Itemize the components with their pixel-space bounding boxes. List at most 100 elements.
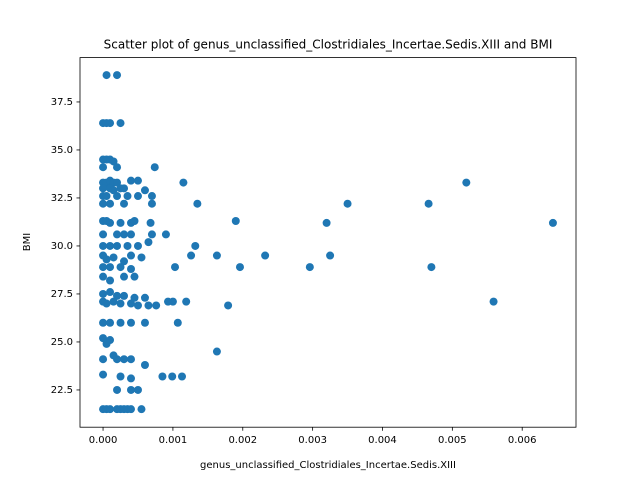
point <box>102 255 111 264</box>
point <box>182 297 191 306</box>
point <box>137 253 146 262</box>
point <box>99 272 108 281</box>
point <box>126 251 135 260</box>
point <box>106 218 115 227</box>
point <box>126 405 135 414</box>
point <box>99 163 108 172</box>
point <box>158 372 167 381</box>
point <box>343 199 352 208</box>
y-tick-label: 35.0 <box>51 145 73 156</box>
point <box>147 230 156 239</box>
point <box>424 199 433 208</box>
point <box>123 241 132 250</box>
point <box>116 119 125 128</box>
point <box>102 299 111 308</box>
point <box>140 318 149 327</box>
point <box>150 163 159 172</box>
point <box>187 251 196 260</box>
point <box>322 218 331 227</box>
point <box>99 241 108 250</box>
point <box>427 263 436 272</box>
point <box>305 263 314 272</box>
point <box>99 199 108 208</box>
point <box>109 351 118 360</box>
point <box>99 370 108 379</box>
point <box>146 218 155 227</box>
point <box>116 372 125 381</box>
point <box>326 251 335 260</box>
point <box>173 318 182 327</box>
point <box>116 218 125 227</box>
point <box>120 199 129 208</box>
point <box>99 263 108 272</box>
point <box>102 192 111 201</box>
point <box>99 289 108 298</box>
point <box>133 385 142 394</box>
point <box>140 360 149 369</box>
point <box>116 263 125 272</box>
point <box>106 405 115 414</box>
point <box>126 385 135 394</box>
point <box>99 318 108 327</box>
point <box>106 119 115 128</box>
x-axis-label: genus_unclassified_Clostridiales_Incerta… <box>200 460 456 471</box>
point <box>102 71 111 80</box>
point <box>140 293 149 302</box>
point <box>152 301 161 310</box>
point <box>235 263 244 272</box>
point <box>120 291 129 300</box>
point <box>113 71 122 80</box>
point <box>193 199 202 208</box>
point <box>212 251 221 260</box>
point <box>106 318 115 327</box>
point <box>168 297 177 306</box>
point <box>133 192 142 201</box>
point <box>99 355 108 364</box>
point <box>126 355 135 364</box>
point <box>168 372 177 381</box>
point <box>106 288 115 297</box>
point <box>113 291 122 300</box>
point <box>106 241 115 250</box>
point <box>147 199 156 208</box>
point <box>120 257 129 266</box>
point <box>489 297 498 306</box>
point <box>144 301 153 310</box>
point <box>99 184 108 193</box>
point <box>109 253 118 262</box>
point <box>224 301 233 310</box>
point <box>113 230 122 239</box>
point <box>147 192 156 201</box>
point <box>126 264 135 273</box>
point <box>171 263 180 272</box>
y-tick-label: 25.0 <box>51 337 73 348</box>
point <box>106 263 115 272</box>
y-axis-label: BMI <box>22 233 33 251</box>
point <box>106 336 115 345</box>
y-tick-label: 27.5 <box>51 289 73 300</box>
point <box>130 216 139 225</box>
x-tick-label: 0.000 <box>89 435 118 446</box>
point <box>133 301 142 310</box>
x-tick-label: 0.004 <box>368 435 397 446</box>
point <box>99 334 108 343</box>
point <box>462 178 471 187</box>
point <box>126 318 135 327</box>
point <box>144 238 153 247</box>
y-tick-label: 32.5 <box>51 193 73 204</box>
point <box>113 241 122 250</box>
point <box>123 192 132 201</box>
point <box>212 347 221 356</box>
point <box>133 241 142 250</box>
point <box>113 192 122 201</box>
point <box>120 230 129 239</box>
x-tick-label: 0.003 <box>298 435 327 446</box>
point <box>137 405 146 414</box>
x-tick-label: 0.002 <box>228 435 257 446</box>
point <box>126 230 135 239</box>
point <box>231 216 240 225</box>
point <box>113 163 122 172</box>
plot-frame <box>79 57 577 428</box>
